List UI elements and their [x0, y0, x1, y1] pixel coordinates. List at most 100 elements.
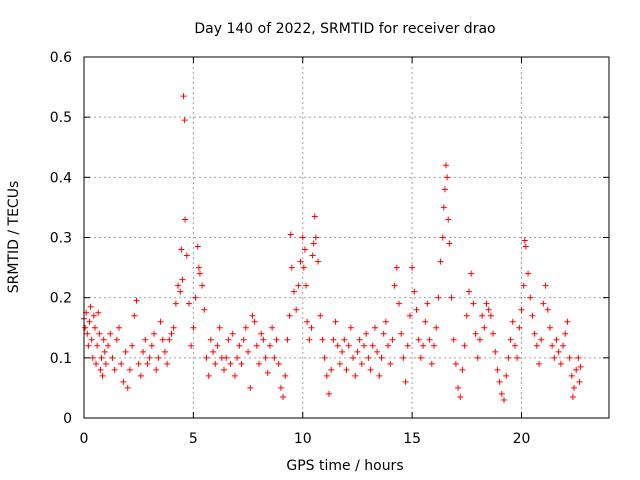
data-point	[426, 336, 433, 343]
data-point	[93, 360, 100, 367]
data-point	[282, 372, 289, 379]
data-point	[251, 318, 258, 325]
chart-title: Day 140 of 2022, SRMTID for receiver dra…	[194, 21, 495, 37]
data-point	[321, 354, 328, 361]
data-point	[203, 354, 210, 361]
y-axis-title: SRMTID / TECUs	[6, 181, 22, 294]
data-point	[179, 276, 186, 283]
data-point	[525, 270, 532, 277]
data-point	[417, 354, 424, 361]
data-point	[575, 354, 582, 361]
data-point	[459, 366, 466, 373]
data-point	[468, 270, 475, 277]
data-point	[571, 384, 577, 391]
data-point	[437, 258, 444, 265]
data-point	[507, 336, 514, 343]
data-point	[341, 336, 348, 343]
data-point	[97, 366, 104, 373]
data-point	[568, 372, 575, 379]
data-point	[266, 342, 273, 349]
data-point	[522, 243, 529, 250]
data-point	[192, 294, 199, 301]
data-point	[424, 300, 431, 307]
data-point	[540, 300, 547, 307]
data-point	[180, 93, 187, 100]
data-point	[369, 342, 376, 349]
data-point	[446, 240, 453, 247]
data-point	[391, 282, 398, 289]
data-point	[487, 312, 494, 319]
data-point	[309, 252, 316, 259]
data-point	[216, 324, 223, 331]
axis-ticks	[83, 56, 609, 419]
data-point	[100, 336, 107, 343]
data-point	[328, 366, 335, 373]
data-point	[287, 231, 294, 238]
data-point	[361, 342, 367, 349]
data-point	[221, 366, 227, 373]
data-point	[269, 324, 276, 331]
data-point	[529, 312, 536, 319]
data-point	[245, 348, 252, 355]
grid-lines	[84, 57, 609, 418]
data-point	[404, 342, 411, 349]
data-point	[172, 300, 179, 307]
data-point	[520, 282, 527, 289]
data-point	[126, 366, 133, 373]
data-point	[546, 324, 553, 331]
data-point	[238, 360, 245, 367]
data-point	[159, 336, 166, 343]
data-point	[111, 366, 118, 373]
data-point	[311, 213, 318, 220]
data-point	[371, 324, 378, 331]
data-point	[201, 306, 208, 313]
data-point	[95, 309, 102, 316]
data-point	[440, 204, 447, 211]
data-point	[210, 348, 217, 355]
data-point	[99, 372, 106, 379]
data-point	[196, 270, 203, 277]
data-point	[518, 306, 525, 313]
data-point	[303, 282, 310, 289]
data-point	[472, 330, 479, 337]
x-tick-label: 0	[80, 431, 89, 447]
data-point	[277, 384, 284, 391]
data-point	[300, 264, 307, 271]
data-point	[452, 360, 459, 367]
data-point	[234, 354, 241, 361]
data-point	[124, 384, 131, 391]
data-point	[85, 342, 92, 349]
data-point	[378, 354, 385, 361]
data-point	[306, 336, 313, 343]
data-point	[262, 354, 269, 361]
data-point	[297, 258, 304, 265]
data-point	[164, 360, 171, 367]
data-point	[178, 246, 185, 253]
data-point	[116, 324, 122, 331]
data-point	[363, 330, 370, 337]
data-point	[503, 372, 510, 379]
data-point	[343, 366, 350, 373]
data-point	[98, 354, 105, 361]
data-point	[199, 282, 206, 289]
data-point	[560, 342, 567, 349]
data-point	[448, 294, 455, 301]
data-point	[577, 363, 584, 370]
data-point	[135, 360, 142, 367]
data-point	[435, 294, 442, 301]
data-point	[476, 336, 483, 343]
data-point	[551, 354, 558, 361]
x-tick-label: 10	[294, 431, 312, 447]
data-point	[562, 330, 569, 337]
data-point	[90, 312, 97, 319]
data-point	[542, 282, 549, 289]
data-point	[308, 324, 315, 331]
data-point	[129, 342, 136, 349]
data-point	[511, 342, 518, 349]
data-point	[496, 378, 503, 385]
data-point	[264, 369, 271, 376]
tick-labels: 0 5 10 15 20 0 0.1 0.2 0.3 0.4 0.5 0.6	[50, 50, 531, 447]
y-tick-label: 0	[63, 411, 72, 427]
data-point	[396, 300, 402, 307]
data-point	[166, 336, 173, 343]
